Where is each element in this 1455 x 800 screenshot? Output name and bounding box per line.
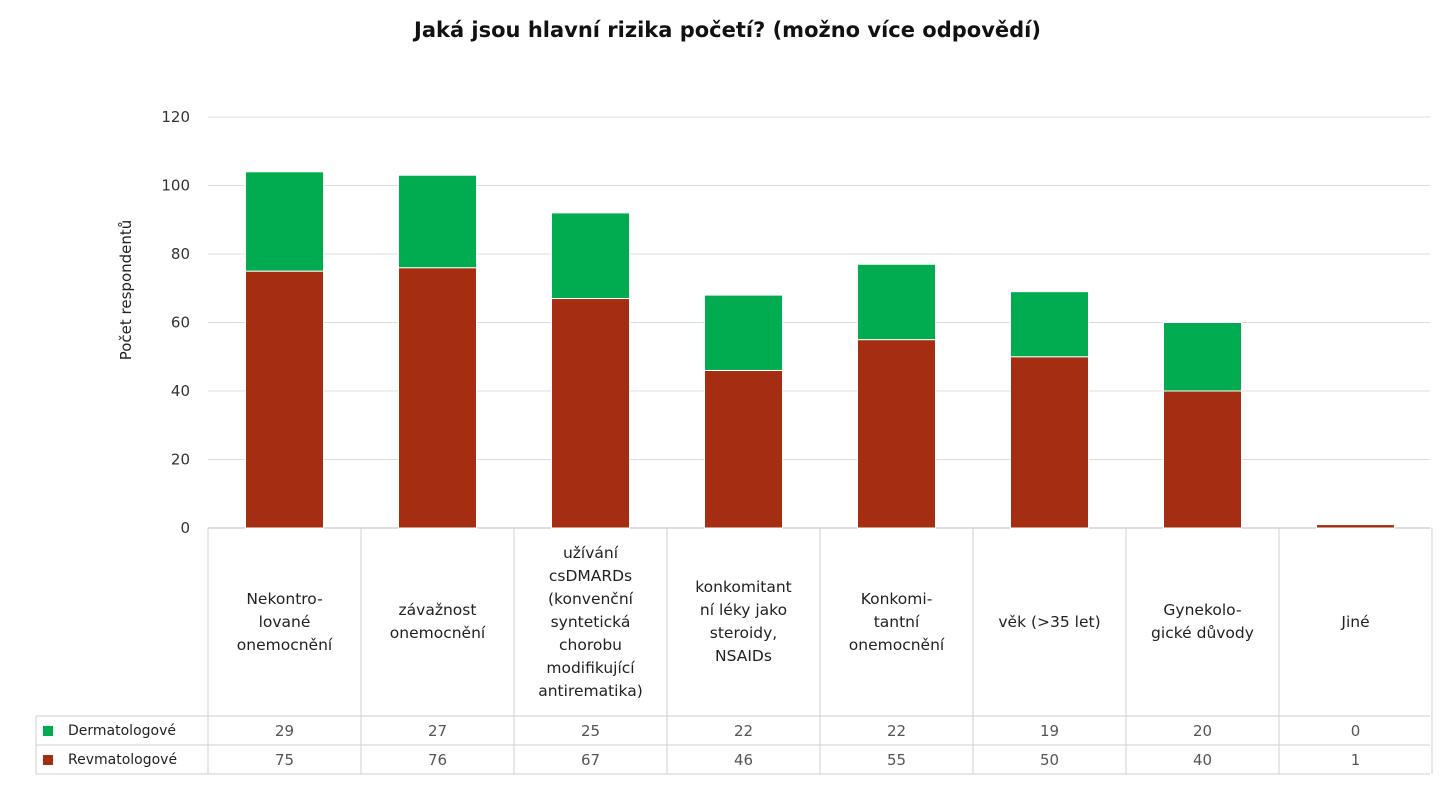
table-value-cell: 75	[274, 751, 295, 769]
y-tick-label: 40	[171, 382, 190, 400]
table-value-cell: 20	[1192, 722, 1213, 740]
bar-revmatologové	[245, 270, 324, 529]
bar-dermatologové	[704, 294, 783, 371]
table-value-cell: 29	[274, 722, 295, 740]
table-value-cell: 55	[886, 751, 907, 769]
table-value-cell: 22	[886, 722, 907, 740]
x-tick-label: Nekontro- lované onemocnění	[236, 589, 333, 654]
y-tick-label: 60	[171, 314, 190, 332]
legend-label: Revmatologové	[68, 752, 178, 768]
table-value-cell: 0	[1350, 722, 1361, 740]
legend-item-dermatologové: Dermatologové	[36, 717, 208, 745]
table-value-cell: 40	[1192, 751, 1213, 769]
y-tick-label: 0	[180, 519, 190, 537]
x-tick-label: Gynekolo- gické důvody	[1151, 601, 1254, 642]
bar-dermatologové	[1010, 291, 1089, 358]
legend-item-revmatologové: Revmatologové	[36, 746, 208, 774]
legend-label: Dermatologové	[68, 723, 176, 739]
x-category-cell: konkomitant ní léky jako steroidy, NSAID…	[667, 530, 820, 714]
x-category-cell: užívání csDMARDs (konvenční syntetická c…	[514, 530, 667, 714]
bar-dermatologové	[857, 263, 936, 341]
bar-revmatologové	[704, 369, 783, 529]
table-value-cell: 27	[427, 722, 448, 740]
table-value-cell: 50	[1039, 751, 1060, 769]
bar-dermatologové	[1163, 322, 1242, 392]
x-category-cell: Jiné	[1279, 530, 1432, 714]
bar-dermatologové	[245, 171, 324, 272]
x-tick-label: užívání csDMARDs (konvenční syntetická c…	[538, 543, 643, 700]
legend-swatch	[43, 726, 53, 736]
y-tick-label: 100	[161, 177, 190, 195]
x-tick-label: závažnost onemocnění	[389, 601, 486, 642]
table-value-cell: 76	[427, 751, 448, 769]
bar-revmatologové	[857, 339, 936, 529]
x-tick-label: věk (>35 let)	[998, 612, 1101, 631]
bar-revmatologové	[1163, 390, 1242, 529]
y-axis: 0 20 40 60 80 100 120	[161, 108, 190, 537]
table-value-cell: 22	[733, 722, 754, 740]
table-value-cell: 19	[1039, 722, 1060, 740]
x-tick-label: Konkomi- tantní onemocnění	[848, 589, 945, 654]
bars	[245, 171, 1395, 529]
x-category-cell: věk (>35 let)	[973, 530, 1126, 714]
gridlines	[208, 116, 1430, 529]
table-value-cell: 1	[1350, 751, 1361, 769]
table-value-cell: 46	[733, 751, 754, 769]
x-tick-label: konkomitant ní léky jako steroidy, NSAID…	[695, 578, 792, 665]
y-tick-label: 80	[171, 245, 190, 263]
bar-revmatologové	[551, 298, 630, 529]
table-value-cell: 67	[580, 751, 601, 769]
y-tick-label: 120	[161, 108, 190, 126]
bar-dermatologové	[398, 174, 477, 269]
x-category-cell: závažnost onemocnění	[361, 530, 514, 714]
bar-revmatologové	[1010, 356, 1089, 529]
bar-dermatologové	[551, 212, 630, 300]
chart-title: Jaká jsou hlavní rizika početí? (možno v…	[414, 18, 1041, 42]
bar-revmatologové	[398, 267, 477, 529]
table-value-cell: 25	[580, 722, 601, 740]
y-tick-label: 20	[171, 451, 190, 469]
x-tick-label: Jiné	[1341, 612, 1370, 631]
y-axis-title: Počet respondentů	[117, 220, 135, 361]
x-category-cell: Konkomi- tantní onemocnění	[820, 530, 973, 714]
x-category-cell: Gynekolo- gické důvody	[1126, 530, 1279, 714]
bar-revmatologové	[1316, 524, 1395, 529]
x-category-cell: Nekontro- lované onemocnění	[208, 530, 361, 714]
legend-swatch	[43, 755, 53, 765]
data-table-lines	[35, 528, 1433, 775]
